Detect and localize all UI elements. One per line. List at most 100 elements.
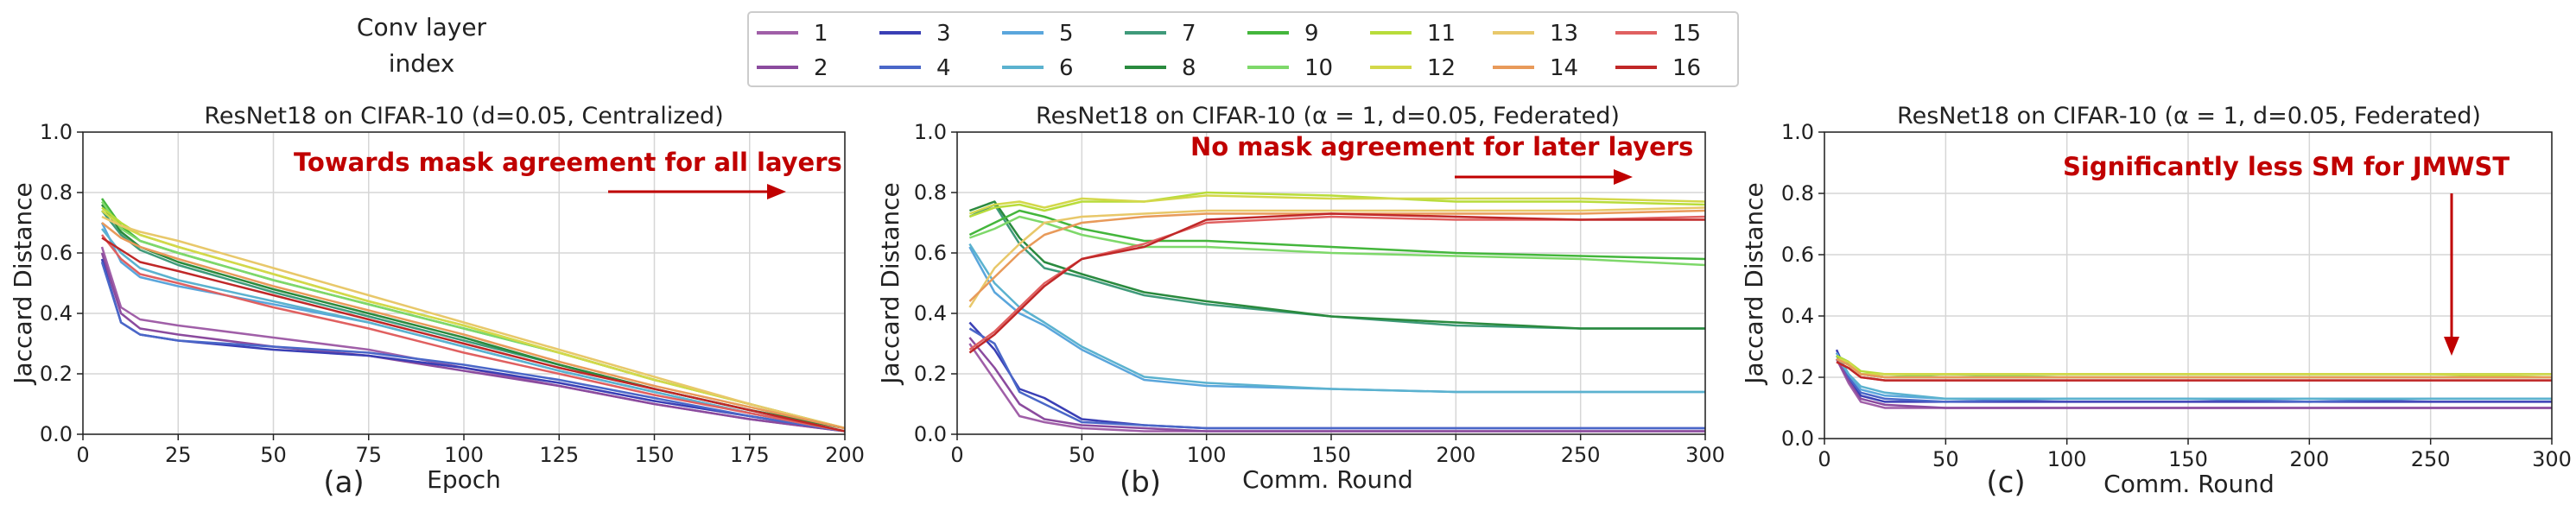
panel-a-ytick-label: 1.0 bbox=[40, 120, 73, 144]
panel-b-ylabel: Jaccard Distance bbox=[876, 182, 904, 386]
legend-label-4: 4 bbox=[936, 55, 951, 81]
panel-c-series-14 bbox=[1836, 357, 2552, 379]
panel-c-annotation-arrow bbox=[2444, 193, 2459, 356]
panel-b-ytick-label: 0.8 bbox=[914, 180, 947, 205]
panel-c-series-5 bbox=[1835, 351, 2552, 401]
panel-c-xtick-label: 250 bbox=[2411, 447, 2451, 471]
legend-label-15: 15 bbox=[1672, 21, 1701, 47]
panel-a-series-4 bbox=[100, 262, 846, 433]
panel-b-xtick-label: 0 bbox=[950, 443, 963, 467]
panel-c-series-2 bbox=[1835, 358, 2552, 409]
panel-a-series-13 bbox=[101, 215, 846, 430]
panel-c-series-1 bbox=[1835, 358, 2552, 409]
panel-b-xlabel: Comm. Round bbox=[1242, 465, 1413, 494]
legend-title-line1: Conv layer bbox=[357, 13, 487, 41]
panel-a-xtick-label: 50 bbox=[260, 443, 287, 467]
panel-a-annotation: Towards mask agreement for all layers bbox=[294, 148, 842, 177]
panel-b-ytick-label: 0.6 bbox=[914, 241, 947, 265]
panel-b-ytick-label: 1.0 bbox=[914, 120, 947, 144]
panel-c-series-12 bbox=[1836, 357, 2552, 376]
panel-c-xtick-label: 300 bbox=[2532, 447, 2572, 471]
panel-c-annotation: Significantly less SM for JMWST bbox=[2063, 152, 2509, 181]
panel-a-series-7 bbox=[101, 210, 846, 430]
panel-b-ytick-label: 0.2 bbox=[914, 362, 947, 386]
panel-c-ytick-label: 0.8 bbox=[1781, 181, 1814, 205]
panel-a-ytick-label: 0.6 bbox=[40, 241, 73, 265]
panel-c-xtick-label: 0 bbox=[1818, 447, 1830, 471]
legend-label-12: 12 bbox=[1427, 55, 1456, 81]
panel-a-series-8 bbox=[100, 204, 846, 430]
panel-a-xtick-label: 125 bbox=[539, 443, 579, 467]
panel-a-xtick-label: 150 bbox=[635, 443, 675, 467]
panel-c-series-9 bbox=[1836, 354, 2552, 376]
panel-b-series-14 bbox=[968, 209, 1706, 302]
panel-a-xtick-label: 200 bbox=[825, 443, 865, 467]
panel-b-series-2 bbox=[968, 337, 1705, 433]
legend-title-line2: index bbox=[389, 49, 455, 78]
panel-c-ylabel: Jaccard Distance bbox=[1740, 182, 1768, 386]
panel-c-xtick-label: 100 bbox=[2047, 447, 2087, 471]
panel-a-xlabel: Epoch bbox=[427, 465, 501, 494]
panel-a-ylabel: Jaccard Distance bbox=[9, 182, 37, 386]
panel-c-series-16 bbox=[1836, 361, 2552, 382]
panel-b-series-12 bbox=[968, 194, 1706, 215]
panel-c-letter: (c) bbox=[1986, 465, 2025, 500]
legend-label-9: 9 bbox=[1304, 21, 1319, 47]
legend-label-3: 3 bbox=[936, 21, 951, 47]
panel-b-xtick-label: 200 bbox=[1436, 443, 1475, 467]
panel-c-series-6 bbox=[1835, 355, 2552, 401]
panel-b-ytick-label: 0.4 bbox=[914, 301, 947, 325]
panel-b-series-13 bbox=[968, 206, 1706, 308]
panel-c-ytick-label: 0.4 bbox=[1781, 304, 1814, 328]
panel-a-series-10 bbox=[100, 200, 846, 430]
panel-a-xtick-label: 25 bbox=[165, 443, 192, 467]
panel-c-ytick-label: 1.0 bbox=[1781, 120, 1814, 144]
panel-a-series-16 bbox=[101, 237, 846, 433]
panel-b-xtick-label: 250 bbox=[1561, 443, 1601, 467]
panel-a-series-14 bbox=[101, 222, 846, 430]
panel-b-annotation: No mask agreement for later layers bbox=[1190, 132, 1693, 161]
legend-label-6: 6 bbox=[1059, 55, 1074, 81]
panel-a: ResNet18 on CIFAR-10 (d=0.05, Centralize… bbox=[9, 103, 865, 500]
panel-b-series-8 bbox=[968, 200, 1705, 330]
panel-a-letter: (a) bbox=[323, 465, 364, 500]
panel-a-series-11 bbox=[101, 206, 846, 430]
panel-c-xtick-label: 50 bbox=[1932, 447, 1959, 471]
panel-c: ResNet18 on CIFAR-10 (α = 1, d=0.05, Fed… bbox=[1740, 103, 2572, 500]
panel-b-series-16 bbox=[968, 212, 1705, 354]
panel-b-annotation-arrow bbox=[1455, 169, 1633, 185]
legend-label-13: 13 bbox=[1550, 21, 1578, 47]
legend-label-14: 14 bbox=[1550, 55, 1578, 81]
panel-c-series-4 bbox=[1835, 352, 2552, 403]
panel-a-xtick-label: 175 bbox=[730, 443, 770, 467]
legend-label-7: 7 bbox=[1182, 21, 1196, 47]
panel-b-xtick-label: 150 bbox=[1311, 443, 1351, 467]
panel-a-series-6 bbox=[101, 228, 846, 433]
panel-c-ytick-label: 0.2 bbox=[1781, 365, 1814, 389]
panel-a-xtick-label: 75 bbox=[355, 443, 382, 467]
panel-b-series-6 bbox=[968, 243, 1705, 394]
panel-c-xlabel: Comm. Round bbox=[2103, 470, 2275, 498]
legend-label-11: 11 bbox=[1427, 21, 1456, 47]
panel-b-title: ResNet18 on CIFAR-10 (α = 1, d=0.05, Fed… bbox=[1036, 103, 1620, 130]
panel-c-title: ResNet18 on CIFAR-10 (α = 1, d=0.05, Fed… bbox=[1897, 103, 2481, 130]
panel-c-ytick-label: 0.6 bbox=[1781, 243, 1814, 267]
panel-a-xtick-label: 100 bbox=[444, 443, 484, 467]
panel-c-xtick-label: 200 bbox=[2289, 447, 2329, 471]
panel-b-series-9 bbox=[968, 209, 1706, 261]
panel-c-ytick-label: 0.0 bbox=[1781, 426, 1814, 451]
panel-b-series-5 bbox=[968, 246, 1705, 394]
panel-b-ytick-label: 0.0 bbox=[914, 422, 947, 446]
panel-a-annotation-arrow bbox=[608, 184, 786, 199]
panel-a-title: ResNet18 on CIFAR-10 (d=0.05, Centralize… bbox=[204, 103, 723, 130]
panel-a-ytick-label: 0.2 bbox=[40, 362, 73, 386]
panel-b-series-4 bbox=[968, 327, 1705, 430]
panel-b-xtick-label: 100 bbox=[1187, 443, 1227, 467]
panel-b-xtick-label: 50 bbox=[1069, 443, 1095, 467]
panel-a-series-15 bbox=[101, 234, 846, 433]
panel-a-series-12 bbox=[101, 210, 846, 430]
legend-label-16: 16 bbox=[1672, 55, 1701, 81]
panel-b: ResNet18 on CIFAR-10 (α = 1, d=0.05, Fed… bbox=[876, 103, 1725, 500]
